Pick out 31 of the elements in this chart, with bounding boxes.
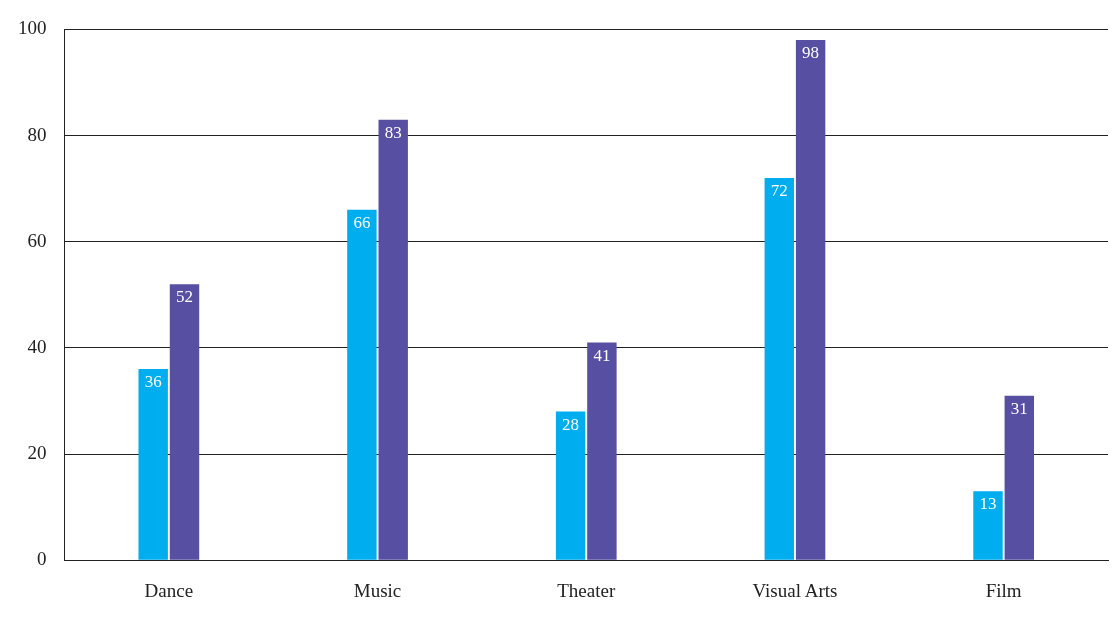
data-label: 41 — [593, 345, 611, 365]
bar — [138, 369, 168, 560]
x-tick-label: Music — [353, 579, 402, 601]
data-label: 36 — [144, 372, 162, 392]
data-label: 28 — [562, 414, 580, 434]
x-tick-label: Visual Arts — [752, 579, 838, 601]
data-label: 98 — [802, 42, 820, 62]
x-tick-label: Film — [985, 579, 1022, 601]
y-tick-label: 80 — [27, 123, 47, 145]
y-tick-label: 20 — [27, 442, 47, 464]
data-label: 83 — [384, 122, 402, 142]
data-label: 66 — [353, 212, 371, 232]
data-label: 72 — [770, 180, 788, 200]
bar — [795, 40, 826, 560]
bar — [555, 411, 586, 560]
y-tick-label: 0 — [37, 548, 47, 570]
y-tick-label: 40 — [27, 335, 47, 357]
bar — [378, 119, 408, 560]
bar — [1004, 395, 1035, 560]
data-label: 52 — [176, 287, 193, 307]
bar — [587, 342, 617, 560]
data-label: 13 — [979, 494, 997, 514]
x-tick-label: Theater — [557, 579, 616, 601]
bar — [764, 178, 795, 560]
y-tick-label: 100 — [18, 17, 47, 39]
y-tick-label: 60 — [27, 229, 47, 251]
bar — [347, 209, 377, 560]
data-label: 31 — [1010, 398, 1028, 418]
bar — [973, 491, 1003, 560]
x-tick-label: Dance — [144, 579, 194, 601]
bar — [169, 284, 200, 560]
